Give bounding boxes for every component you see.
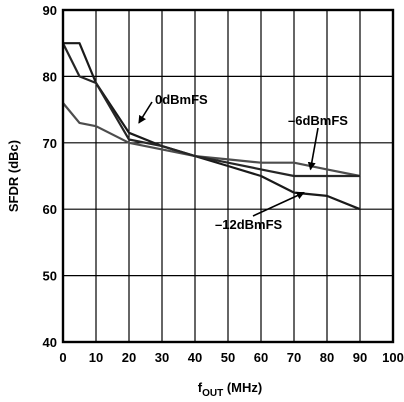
x-tick-label-0: 0 [59, 350, 66, 365]
x-tick-label-5: 50 [221, 350, 235, 365]
y-tick-label-0: 40 [43, 335, 57, 350]
annotations: 0dBmFS –6dBmFS –12dBmFS [138, 92, 348, 232]
annotation-arrow-0 [138, 101, 153, 124]
y-tick-label-3: 70 [43, 136, 57, 151]
annotation-label-2: –12dBmFS [215, 217, 283, 232]
annotation-label-0: 0dBmFS [155, 92, 208, 107]
y-tick-label-5: 90 [43, 3, 57, 18]
x-tick-label-10: 100 [382, 350, 404, 365]
annotation-arrow-1 [307, 127, 319, 171]
annotation-arrow-2 [252, 191, 305, 217]
y-tick-label-1: 50 [43, 269, 57, 284]
y-axis-label: SFDR (dBc) [6, 140, 21, 212]
plot-frame [61, 8, 395, 344]
x-tick-label-4: 40 [188, 350, 202, 365]
x-axis-label-unit: (MHz) [223, 380, 262, 395]
x-axis-label-main: f [198, 380, 203, 395]
x-axis-label: fOUT (MHz) [198, 380, 262, 399]
x-tick-label-6: 60 [254, 350, 268, 365]
y-tick-label-2: 60 [43, 202, 57, 217]
tick-labels: 0 10 20 30 40 50 60 70 80 90 100 40 50 60 70 80 90 [43, 3, 404, 365]
plot-border [61, 8, 395, 344]
annotation-label-1: –6dBmFS [288, 113, 348, 128]
x-tick-label-2: 20 [122, 350, 136, 365]
series-group [62, 42, 361, 211]
x-tick-label-7: 70 [287, 350, 301, 365]
x-axis-label-sub: OUT [202, 388, 223, 399]
x-tick-label-1: 10 [89, 350, 103, 365]
x-tick-label-3: 30 [155, 350, 169, 365]
series-line-2 [62, 42, 360, 178]
x-tick-label-9: 90 [353, 350, 367, 365]
y-tick-label-4: 80 [43, 69, 57, 84]
x-tick-label-8: 80 [320, 350, 334, 365]
